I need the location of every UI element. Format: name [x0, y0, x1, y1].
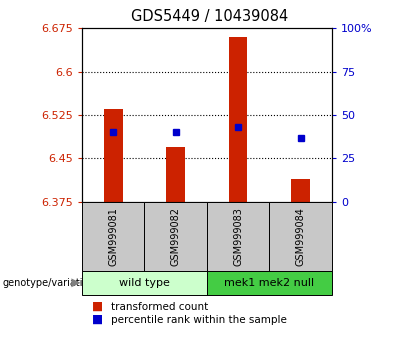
Text: GDS5449 / 10439084: GDS5449 / 10439084	[131, 9, 289, 24]
Text: wild type: wild type	[119, 278, 170, 288]
Bar	[229, 37, 247, 202]
Text: percentile rank within the sample: percentile rank within the sample	[111, 315, 287, 325]
Text: mek1 mek2 null: mek1 mek2 null	[224, 278, 315, 288]
Text: GSM999084: GSM999084	[296, 207, 306, 266]
Text: GSM999082: GSM999082	[171, 207, 181, 266]
Text: GSM999081: GSM999081	[108, 207, 118, 266]
Bar	[166, 147, 185, 202]
Text: ■: ■	[92, 313, 103, 326]
Bar	[291, 179, 310, 202]
Text: genotype/variation: genotype/variation	[2, 278, 95, 288]
Bar	[104, 109, 123, 202]
Text: ■: ■	[92, 300, 103, 313]
Text: transformed count: transformed count	[111, 302, 209, 312]
Text: GSM999083: GSM999083	[233, 207, 243, 266]
